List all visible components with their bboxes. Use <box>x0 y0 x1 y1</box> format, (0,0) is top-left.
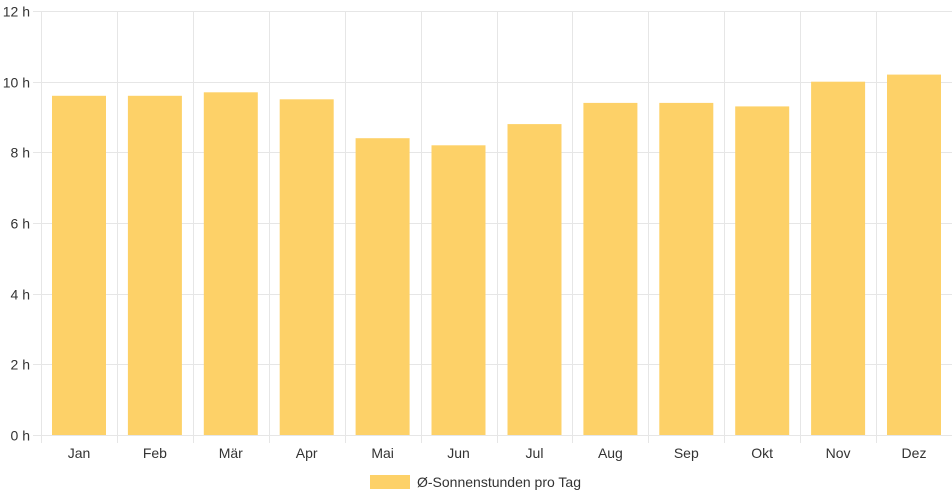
y-tick-label: 10 h <box>3 75 30 91</box>
x-tick-label: Dez <box>902 445 927 461</box>
y-tick-label: 8 h <box>11 145 30 161</box>
bar-jul[interactable] <box>507 124 562 435</box>
x-tick-label: Mär <box>219 445 243 461</box>
y-tick-label: 6 h <box>11 216 30 232</box>
x-tick-label: Jul <box>526 445 544 461</box>
x-tick-label: Apr <box>296 445 318 461</box>
bar-mai[interactable] <box>355 138 410 435</box>
y-tick-label: 2 h <box>11 357 30 373</box>
bar-mär[interactable] <box>203 92 258 436</box>
x-tick-label: Jun <box>447 445 470 461</box>
y-tick-label: 0 h <box>11 428 30 444</box>
legend-swatch[interactable] <box>370 475 410 489</box>
y-tick-label: 4 h <box>11 287 30 303</box>
x-tick-label: Okt <box>751 445 773 461</box>
bar-feb[interactable] <box>127 95 182 436</box>
bar-nov[interactable] <box>811 81 866 435</box>
x-tick-label: Feb <box>143 445 167 461</box>
bar-sep[interactable] <box>659 102 714 436</box>
bar-aug[interactable] <box>583 102 638 436</box>
bars <box>52 74 941 436</box>
x-tick-label: Nov <box>826 445 851 461</box>
legend[interactable]: Ø-Sonnenstunden pro Tag <box>370 474 581 490</box>
grid-lines <box>33 11 952 443</box>
x-tick-label: Sep <box>674 445 699 461</box>
bar-okt[interactable] <box>735 106 790 436</box>
bar-jun[interactable] <box>431 145 486 436</box>
x-tick-label: Mai <box>371 445 394 461</box>
bar-jan[interactable] <box>52 95 106 436</box>
bar-apr[interactable] <box>279 99 334 436</box>
legend-label[interactable]: Ø-Sonnenstunden pro Tag <box>417 474 581 490</box>
bar-dez[interactable] <box>887 74 941 435</box>
x-tick-label: Jan <box>68 445 91 461</box>
x-tick-label: Aug <box>598 445 623 461</box>
y-tick-label: 12 h <box>3 4 30 20</box>
axes: 0 h 2 h 4 h 6 h 8 h 10 h 12 h Jan Feb Mär Apr Mai Ju… <box>3 4 927 462</box>
